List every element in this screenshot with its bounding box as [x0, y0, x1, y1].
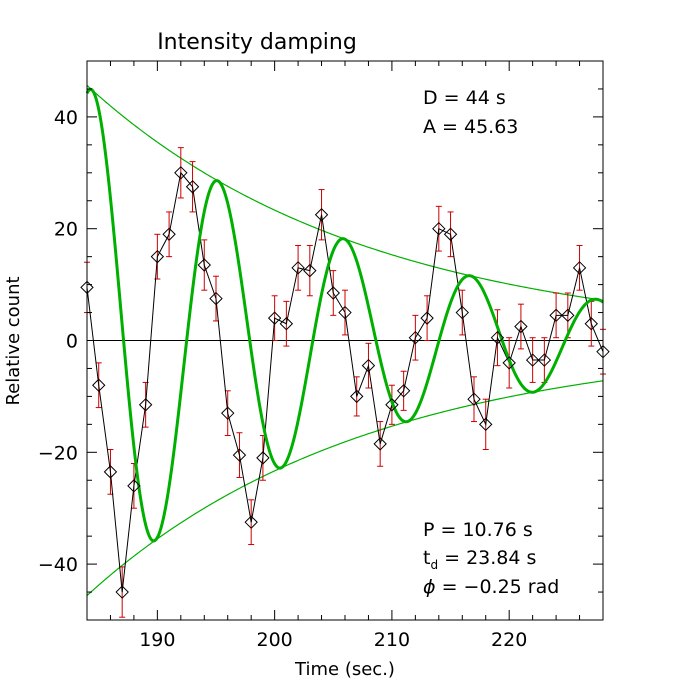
data-point — [514, 319, 528, 334]
annotation-phi-value: = −0.25 rad — [436, 576, 560, 598]
data-point — [572, 261, 587, 275]
annotation-phi: ϕ = −0.25 rad — [423, 576, 559, 598]
data-point — [396, 384, 411, 398]
annotation-A: A = 45.63 — [423, 116, 518, 138]
data-point — [432, 221, 446, 236]
annotation-D: D = 44 s — [423, 87, 506, 109]
data-point — [174, 166, 188, 180]
data-point — [267, 311, 282, 325]
data-point — [291, 261, 305, 275]
data-point — [537, 353, 552, 367]
data-point — [314, 208, 329, 222]
data-point — [92, 378, 106, 392]
data-point — [279, 317, 294, 331]
data-point — [197, 258, 211, 272]
annotation-phi-symbol: ϕ — [423, 576, 436, 598]
x-tick-label: 210 — [374, 629, 410, 651]
data-point — [350, 389, 364, 404]
x-axis-title: Time (sec.) — [294, 659, 395, 680]
data-point — [490, 330, 505, 345]
y-tick-label: 40 — [54, 107, 78, 129]
data-point — [361, 358, 376, 373]
annotation-td-symbol: t — [423, 547, 430, 569]
data-point — [479, 417, 493, 432]
annotation-td: td = 23.84 s — [423, 547, 536, 572]
envelope-lower — [86, 380, 604, 597]
data-point — [373, 437, 387, 451]
data-point — [103, 465, 118, 479]
x-tick-label: 200 — [257, 629, 293, 651]
marker-layer — [80, 166, 610, 599]
x-tick-label: 220 — [491, 629, 527, 651]
annotation-td-value: = 23.84 s — [438, 547, 536, 569]
y-tick-label: −20 — [38, 442, 78, 464]
data-point — [185, 180, 200, 194]
data-point — [209, 291, 223, 306]
fit-curve — [85, 87, 604, 543]
data-point — [455, 305, 469, 320]
data-point — [115, 585, 129, 599]
y-tick-label: 0 — [66, 331, 78, 353]
y-tick-label: −40 — [38, 554, 78, 576]
axes-layer: 190 200 210 220 −40 −20 0 20 40 — [38, 60, 603, 651]
data-point — [221, 406, 235, 420]
data-point — [127, 479, 141, 493]
y-tick-label: 20 — [54, 219, 78, 241]
data-point — [138, 398, 153, 412]
data-point — [256, 451, 270, 465]
y-axis-title: Relative count — [3, 276, 24, 405]
data-point — [420, 311, 434, 325]
fit-layer — [85, 87, 604, 543]
data-point — [303, 263, 317, 278]
data-point — [408, 330, 423, 345]
data-point — [244, 515, 258, 529]
data-point — [326, 286, 340, 300]
data-line-layer — [86, 171, 604, 593]
data-point — [561, 308, 575, 323]
data-point — [443, 227, 458, 241]
data-point — [162, 227, 176, 241]
data-point — [584, 317, 598, 331]
data-point — [549, 308, 563, 323]
envelope-upper — [86, 84, 604, 301]
x-tick-label: 190 — [139, 629, 175, 651]
data-point — [467, 392, 481, 406]
data-point — [338, 305, 352, 320]
annotation-td-subscript: d — [430, 558, 438, 572]
data-line — [86, 171, 604, 593]
chart-title: Intensity damping — [157, 30, 357, 55]
data-point — [385, 398, 399, 412]
data-point — [525, 353, 540, 367]
data-point — [502, 356, 516, 370]
data-point — [232, 448, 247, 462]
annotation-P: P = 10.76 s — [423, 519, 533, 541]
data-point — [150, 249, 165, 264]
